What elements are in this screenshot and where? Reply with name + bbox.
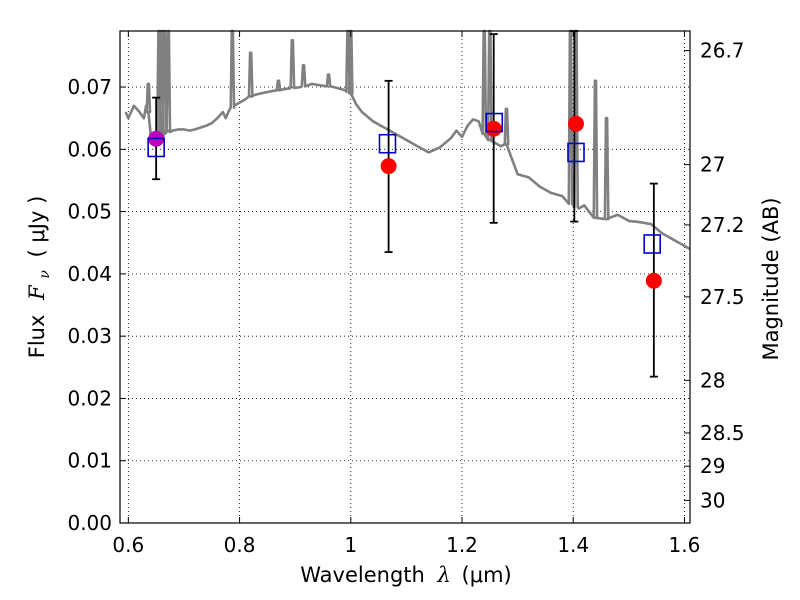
- y-tick-label: 0.00: [67, 511, 112, 535]
- y-axis-label: Flux F ν ( μJy ): [25, 196, 54, 359]
- y-tick-label: 0.03: [67, 324, 112, 348]
- y-axis-label-subscript: ν: [37, 270, 53, 279]
- model-point: [643, 234, 661, 254]
- x-tick-label: 1: [344, 533, 357, 557]
- x-tick-label: 0.8: [224, 533, 256, 557]
- mag-tick-label: 30: [700, 488, 725, 512]
- observed-point: [380, 158, 397, 175]
- observed-point: [485, 120, 502, 137]
- x-tick-label: 1.4: [557, 533, 589, 557]
- y-tick-label: 0.01: [67, 449, 112, 473]
- model-point: [147, 137, 165, 158]
- model-point: [485, 112, 504, 133]
- ticks: 0.6 0.8 1 1.2 1.4 1.6 0.00 0.01 0.02 0.03 0.04 0.05…: [67, 31, 745, 557]
- mag-tick-label: 26.7: [700, 39, 745, 63]
- y-tick-label: 0.07: [67, 75, 112, 99]
- mag-tick-label: 29: [700, 454, 725, 478]
- y-tick-label: 0.05: [67, 200, 112, 224]
- data-markers: [147, 112, 662, 289]
- x-tick-label: 1.6: [669, 533, 701, 557]
- x-axis-label: Wavelength λ (μm): [300, 563, 511, 587]
- mag-tick-label: 28: [700, 368, 725, 392]
- y-tick-label: 0.04: [67, 262, 112, 286]
- x-axis-label-text: Wavelength: [300, 563, 425, 587]
- grid: [120, 31, 690, 524]
- model-point: [567, 142, 585, 163]
- y-tick-label: 0.06: [67, 137, 112, 161]
- y-axis-label-unit: ( μJy ): [25, 196, 49, 258]
- observed-point: [568, 115, 584, 132]
- model-point: [378, 133, 397, 154]
- x-tick-label: 1.2: [446, 533, 478, 557]
- y-tick-label: 0.02: [67, 386, 112, 410]
- mag-tick-label: 27: [700, 153, 725, 177]
- y-axis-label-text: Flux: [25, 315, 49, 359]
- spectrum-line: [124, 29, 691, 251]
- y-axis-label-symbol: F: [25, 284, 49, 301]
- x-axis-label-symbol: λ: [437, 563, 451, 587]
- mag-tick-label: 27.5: [700, 285, 745, 309]
- model-spectrum: [124, 29, 691, 251]
- x-axis-label-unit: (μm): [462, 563, 512, 587]
- observed-point: [645, 272, 662, 289]
- error-bars: [152, 30, 658, 378]
- mag-tick-label: 27.2: [700, 213, 745, 237]
- mag-tick-label: 28.5: [700, 421, 745, 445]
- plot-frame: [119, 30, 691, 524]
- x-tick-label: 0.6: [112, 533, 144, 557]
- y2-axis-label: Magnitude (AB): [759, 197, 783, 360]
